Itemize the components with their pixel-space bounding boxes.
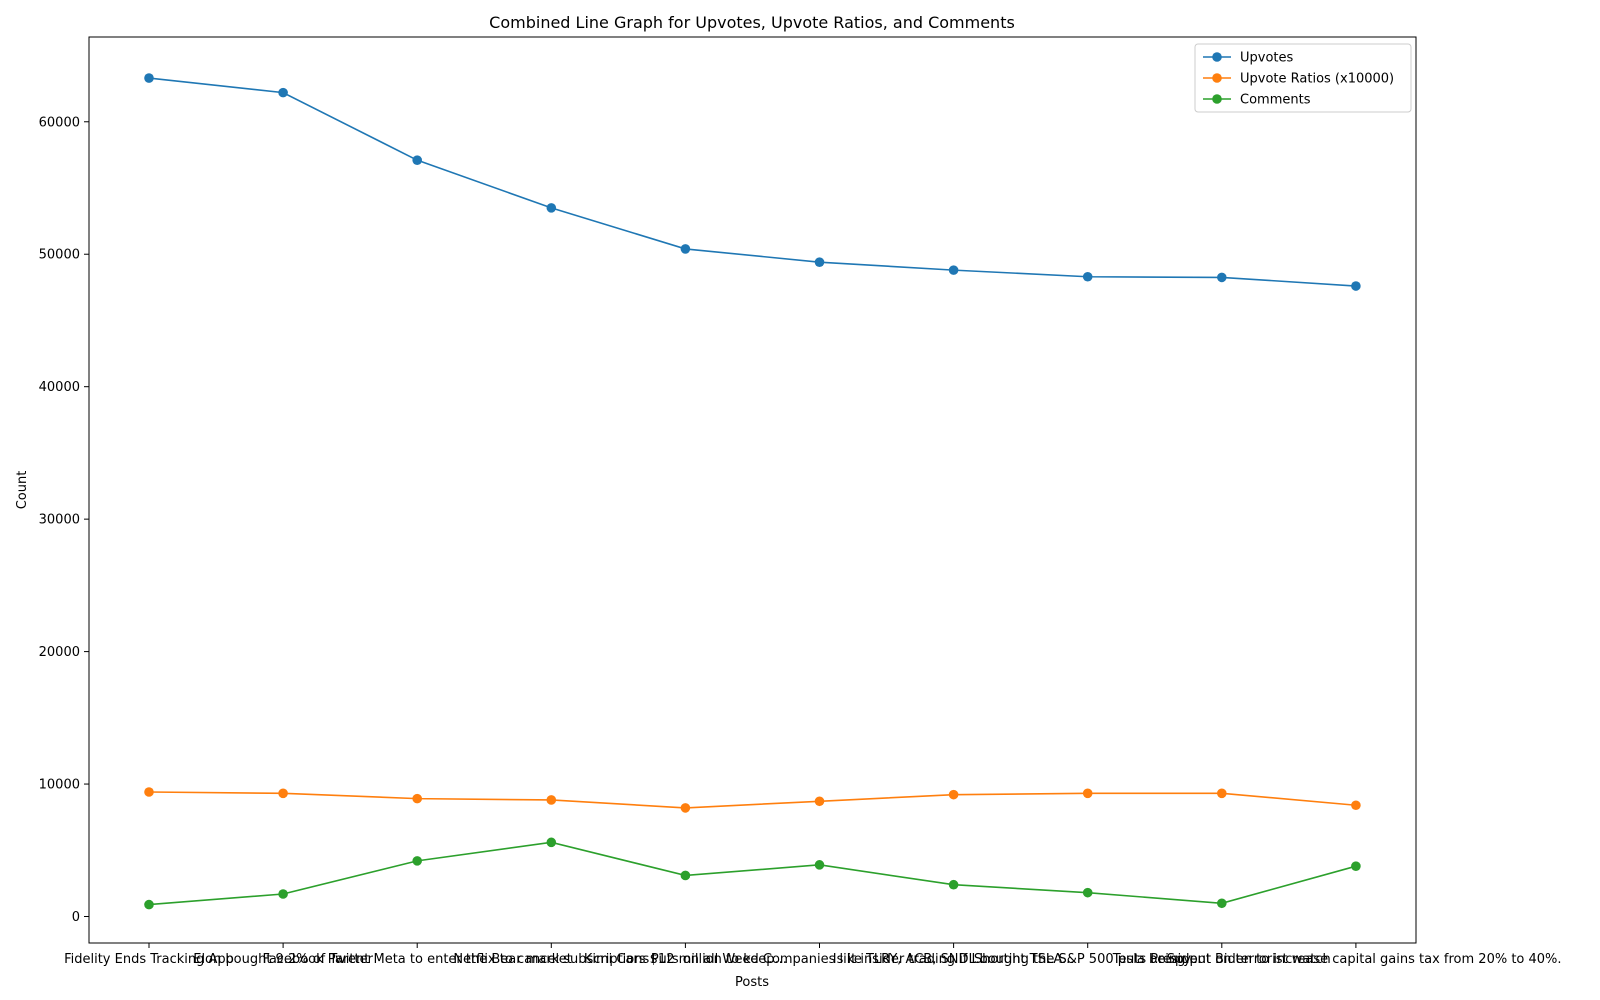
data-point bbox=[412, 793, 423, 804]
x-tick-label: Netflix to cancel subscriptions bbox=[453, 952, 649, 967]
data-point bbox=[814, 860, 825, 870]
data-point bbox=[144, 73, 154, 83]
data-point bbox=[546, 837, 557, 848]
data-point bbox=[278, 889, 288, 899]
data-point bbox=[546, 203, 557, 213]
y-axis-label: Count bbox=[15, 471, 30, 510]
data-point bbox=[1082, 788, 1093, 799]
x-tick-label: Shorting the S&P 500 puts ... Spy... bbox=[974, 952, 1202, 967]
legend-marker bbox=[1212, 52, 1222, 62]
data-point bbox=[278, 87, 288, 98]
y-tick-label: 10000 bbox=[39, 778, 80, 793]
data-point bbox=[1082, 271, 1093, 282]
legend-marker bbox=[1212, 94, 1222, 104]
x-tick-label: Facebook Parent Meta to enter the Bear m… bbox=[263, 952, 572, 967]
legend-box bbox=[1194, 43, 1412, 113]
data-point bbox=[948, 265, 959, 275]
x-axis-label: Posts bbox=[735, 975, 769, 990]
data-point bbox=[1351, 800, 1361, 811]
x-tick-label: Puts on all Weed Companies like TLRY, AC… bbox=[651, 952, 988, 967]
data-point bbox=[1351, 281, 1361, 291]
data-point bbox=[814, 257, 825, 267]
y-tick-label: 20000 bbox=[39, 645, 80, 660]
series-layer bbox=[144, 73, 1361, 910]
x-tick-label: President Biden to increase capital gain… bbox=[1150, 952, 1561, 967]
data-point bbox=[546, 795, 557, 805]
legend-entry-label: Comments bbox=[1240, 93, 1311, 108]
y-tick-label: 0 bbox=[72, 910, 80, 925]
legend-entry-label: Upvote Ratios (x10000) bbox=[1240, 72, 1394, 87]
data-point bbox=[412, 155, 423, 165]
data-point bbox=[680, 803, 691, 813]
data-point bbox=[278, 788, 288, 799]
x-tick-label: Fidelity Ends Tracking App bbox=[64, 952, 234, 967]
data-point bbox=[1217, 272, 1227, 283]
y-axis: 0 10000 20000 30000 40000 50000 60000 bbox=[39, 115, 89, 925]
x-tick-label: Elon bought 9.2% of Twitter bbox=[193, 952, 373, 967]
data-point bbox=[680, 244, 691, 254]
chart-title: Combined Line Graph for Upvotes, Upvote … bbox=[489, 13, 1015, 32]
y-tick-label: 60000 bbox=[39, 115, 80, 130]
data-point bbox=[814, 796, 825, 807]
data-point bbox=[1082, 887, 1093, 898]
data-point bbox=[144, 899, 154, 910]
data-point bbox=[948, 879, 959, 890]
x-tick-label: Tesla being put on terrorist watch bbox=[1112, 952, 1331, 967]
data-point bbox=[1217, 898, 1227, 909]
legend-marker bbox=[1212, 73, 1222, 83]
series-line-2 bbox=[148, 791, 1356, 809]
plot-frame bbox=[88, 36, 1417, 944]
series-line-1 bbox=[148, 77, 1356, 287]
x-tick-label: Kimi Cars $12 million to keep... bbox=[584, 952, 787, 967]
series-line-3 bbox=[148, 841, 1357, 906]
y-tick-label: 40000 bbox=[39, 380, 80, 395]
x-tick-label: Is it insider trading if I bought TSLA..… bbox=[833, 952, 1075, 967]
legend: Upvotes Upvote Ratios (x10000) Comments bbox=[1194, 43, 1412, 113]
data-point bbox=[1351, 861, 1361, 871]
y-tick-label: 30000 bbox=[39, 513, 80, 528]
data-point bbox=[144, 787, 154, 797]
data-point bbox=[680, 870, 691, 881]
legend-entry-label: Upvotes bbox=[1240, 51, 1294, 66]
data-point bbox=[948, 789, 959, 800]
data-point bbox=[1217, 788, 1227, 799]
y-tick-label: 50000 bbox=[39, 248, 80, 263]
data-point bbox=[412, 856, 423, 866]
